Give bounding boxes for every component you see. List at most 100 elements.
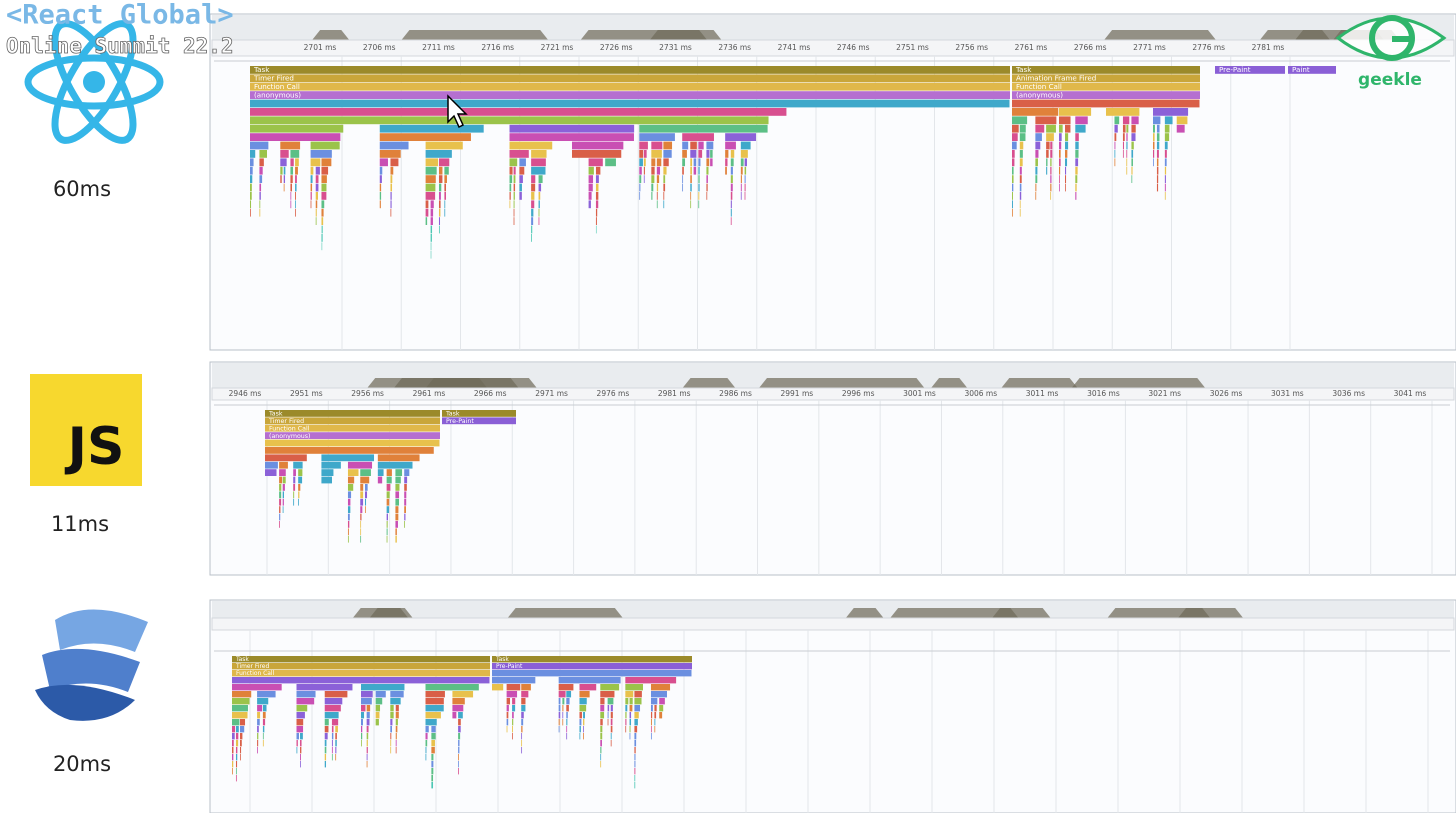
ruler-tick-label: 2736 ms xyxy=(718,43,751,52)
flame-bar xyxy=(257,747,258,754)
flame-bar xyxy=(425,192,436,200)
flame-bar xyxy=(558,719,560,726)
flame-bar xyxy=(1126,141,1128,150)
flame-bar xyxy=(744,166,747,175)
flame-bar xyxy=(595,217,597,225)
flame-bar xyxy=(232,705,248,712)
flame-bar xyxy=(347,461,373,469)
profiler-panel xyxy=(209,13,1456,351)
flame-bar xyxy=(1050,158,1052,167)
flame-bar xyxy=(1106,108,1140,116)
flame-bar xyxy=(259,183,262,192)
flame-bar xyxy=(431,775,434,782)
flame-bar xyxy=(240,740,242,747)
flame-bar xyxy=(321,469,334,476)
flame-bar xyxy=(425,217,428,225)
flame-bar xyxy=(431,740,435,747)
flame-bar xyxy=(1019,183,1022,192)
flame-bar xyxy=(235,761,238,768)
flame-bar xyxy=(259,158,264,167)
flame-bar xyxy=(250,166,253,175)
flame-bar xyxy=(1164,192,1166,200)
flame-bar xyxy=(1122,124,1126,133)
flame-bar xyxy=(1176,116,1188,125)
flame-bar xyxy=(1131,116,1139,125)
flame-bar xyxy=(725,141,736,150)
flame-bar xyxy=(1065,183,1066,192)
flame-bar xyxy=(1156,124,1160,133)
flame-bar xyxy=(404,491,407,499)
flame-bar xyxy=(298,476,303,484)
ruler-tick-label: 2966 ms xyxy=(474,389,507,398)
flame-bar xyxy=(1059,183,1060,192)
flame-bar xyxy=(1153,158,1154,167)
flame-bar xyxy=(654,712,657,719)
overview-activity xyxy=(1071,378,1206,388)
flame-bar xyxy=(280,158,287,167)
flame-bar xyxy=(347,498,351,506)
flame-bar xyxy=(690,200,692,209)
flame-bar xyxy=(360,491,364,499)
flame-bar xyxy=(438,208,441,217)
flame-bar xyxy=(310,158,321,167)
ruler-tick-label: 2971 ms xyxy=(535,389,568,398)
flame-bar xyxy=(458,733,461,740)
flame-bar xyxy=(625,726,627,733)
flame-bar xyxy=(293,484,296,491)
flame-bar xyxy=(538,200,540,209)
flame-bar xyxy=(1059,108,1092,116)
flame-bar xyxy=(730,192,733,200)
flame-bar xyxy=(1050,192,1052,200)
flame-bar xyxy=(395,740,397,747)
flame-bar xyxy=(538,217,540,225)
flame-bar xyxy=(579,719,582,726)
flame-bar xyxy=(262,740,264,747)
flame-bar xyxy=(1156,150,1159,158)
flame-bar xyxy=(425,740,428,747)
flame-bar xyxy=(283,175,286,183)
flame-bar xyxy=(324,740,327,747)
flame-bar xyxy=(698,158,701,167)
flame-bar xyxy=(1075,141,1079,150)
flame-bar xyxy=(262,733,264,740)
flame-bar xyxy=(730,175,733,183)
flame-bar xyxy=(235,733,239,740)
flame-bar xyxy=(293,461,303,469)
flame-bar xyxy=(438,225,440,234)
flame-bar xyxy=(425,200,429,209)
flame-bar xyxy=(634,705,641,712)
flame-bar xyxy=(324,747,327,754)
flame-bar xyxy=(513,217,515,225)
flame-bar xyxy=(296,719,304,726)
brand: geekle xyxy=(1358,70,1422,90)
flame-bar xyxy=(404,513,406,521)
flame-bar xyxy=(324,733,328,740)
flame-bar xyxy=(265,424,440,432)
flame-bar xyxy=(458,747,460,754)
flame-bar xyxy=(366,712,370,719)
flame-bar xyxy=(1075,116,1088,125)
flame-bar xyxy=(509,133,634,141)
flame-bar xyxy=(361,712,365,719)
flame-bar xyxy=(324,698,343,705)
ruler-tick-label: 2726 ms xyxy=(600,43,633,52)
flame-bar xyxy=(1035,150,1039,158)
flame-bar xyxy=(521,719,524,726)
flame-bar xyxy=(730,150,735,158)
flame-bar xyxy=(595,183,599,192)
flame-bar xyxy=(538,175,543,183)
flame-bar xyxy=(588,175,594,183)
flame-bar xyxy=(558,712,561,719)
flame-bar xyxy=(656,175,660,183)
flame-bar xyxy=(295,166,298,175)
flame-bar xyxy=(321,234,323,242)
flame-bar xyxy=(600,712,605,719)
flame-bar xyxy=(390,726,393,733)
flame-bar xyxy=(656,166,661,175)
flame-bar xyxy=(639,150,644,158)
flame-bar xyxy=(438,217,441,225)
flame-bar xyxy=(588,166,594,175)
flame-bar xyxy=(1046,158,1048,167)
flame-bar xyxy=(361,705,366,712)
